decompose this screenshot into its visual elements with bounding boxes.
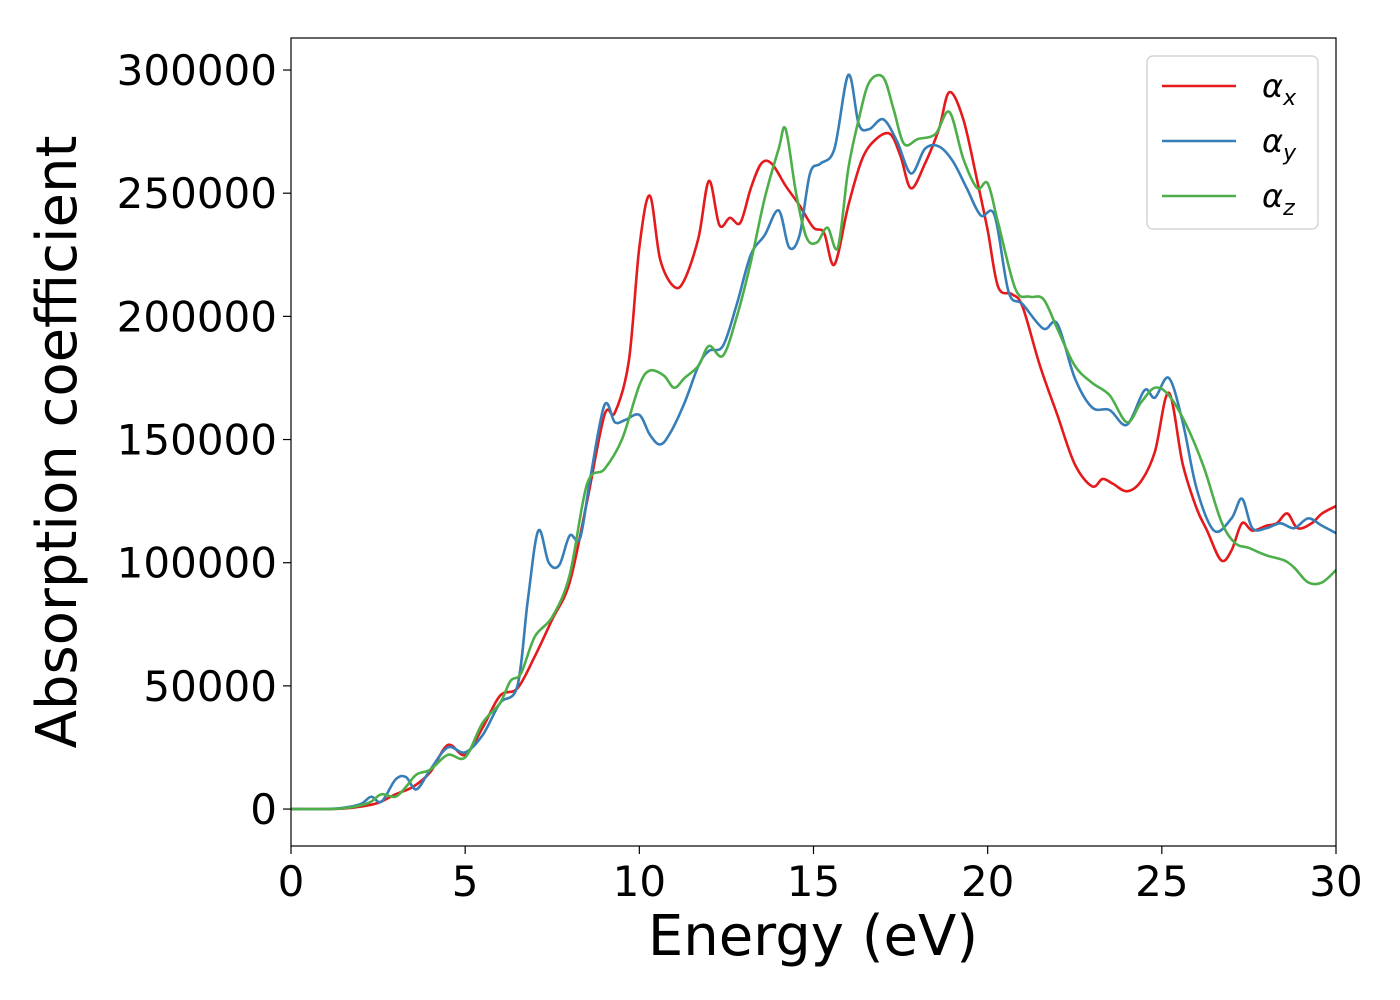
x-tick-label: 10 xyxy=(613,857,666,906)
y-tick-label: 200000 xyxy=(117,292,277,341)
x-tick-label: 0 xyxy=(278,857,305,906)
x-tick-label: 5 xyxy=(452,857,479,906)
x-tick-label: 20 xyxy=(961,857,1014,906)
x-axis-label: Energy (eV) xyxy=(648,904,978,969)
series-lines xyxy=(290,73,1337,811)
y-axis-ticks: 0 50000 100000 150000 200000 250000 300000 xyxy=(117,46,291,834)
y-axis-label: Absorption coefficient xyxy=(25,136,90,749)
x-tick-label: 15 xyxy=(787,857,840,906)
legend-label-x: αx xyxy=(1262,67,1297,111)
legend-label-y: αy xyxy=(1262,122,1297,166)
legend-frame xyxy=(1146,55,1319,230)
legend-label-z: αz xyxy=(1262,177,1295,221)
legend: αx αy αz xyxy=(1146,55,1319,230)
x-axis-ticks: 0 5 10 15 20 25 30 xyxy=(278,846,1363,906)
y-tick-label: 100000 xyxy=(117,539,277,588)
x-tick-label: 25 xyxy=(1135,857,1188,906)
y-tick-label: 50000 xyxy=(143,662,277,711)
y-tick-label: 300000 xyxy=(117,46,277,95)
series-line-x xyxy=(290,90,1337,811)
x-tick-label: 30 xyxy=(1309,857,1362,906)
y-tick-label: 250000 xyxy=(117,169,277,218)
y-tick-label: 150000 xyxy=(117,416,277,465)
series-line-z xyxy=(290,73,1337,811)
y-tick-label: 0 xyxy=(250,785,277,834)
